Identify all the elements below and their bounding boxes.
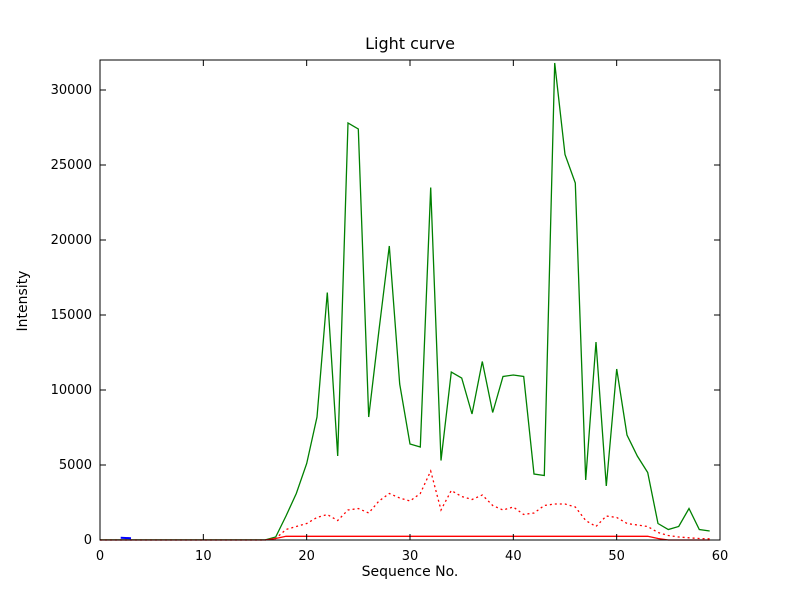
y-axis-label: Intensity: [15, 270, 31, 332]
y-tick-label: 15000: [51, 308, 92, 323]
x-tick-label: 20: [298, 549, 315, 564]
x-tick-label: 30: [402, 549, 419, 564]
x-tick-label: 0: [96, 549, 104, 564]
x-tick-label: 40: [505, 549, 522, 564]
x-axis-label: Sequence No.: [361, 564, 459, 580]
plot-frame: [99, 59, 721, 541]
y-tick-label: 30000: [51, 83, 92, 98]
series-baseline-curve: [100, 535, 710, 541]
series-main-light-curve: [100, 62, 710, 541]
chart-title: Light curve: [365, 34, 455, 53]
x-tick-label: 60: [712, 549, 729, 564]
x-tick-label: 50: [608, 549, 625, 564]
x-tick-label: 10: [195, 549, 212, 564]
y-tick-label: 5000: [59, 458, 92, 473]
y-tick-label: 0: [84, 533, 92, 548]
series-secondary-light-curve: [100, 469, 710, 541]
y-tick-label: 20000: [51, 233, 92, 248]
y-tick-label: 10000: [51, 383, 92, 398]
y-tick-label: 25000: [51, 158, 92, 173]
